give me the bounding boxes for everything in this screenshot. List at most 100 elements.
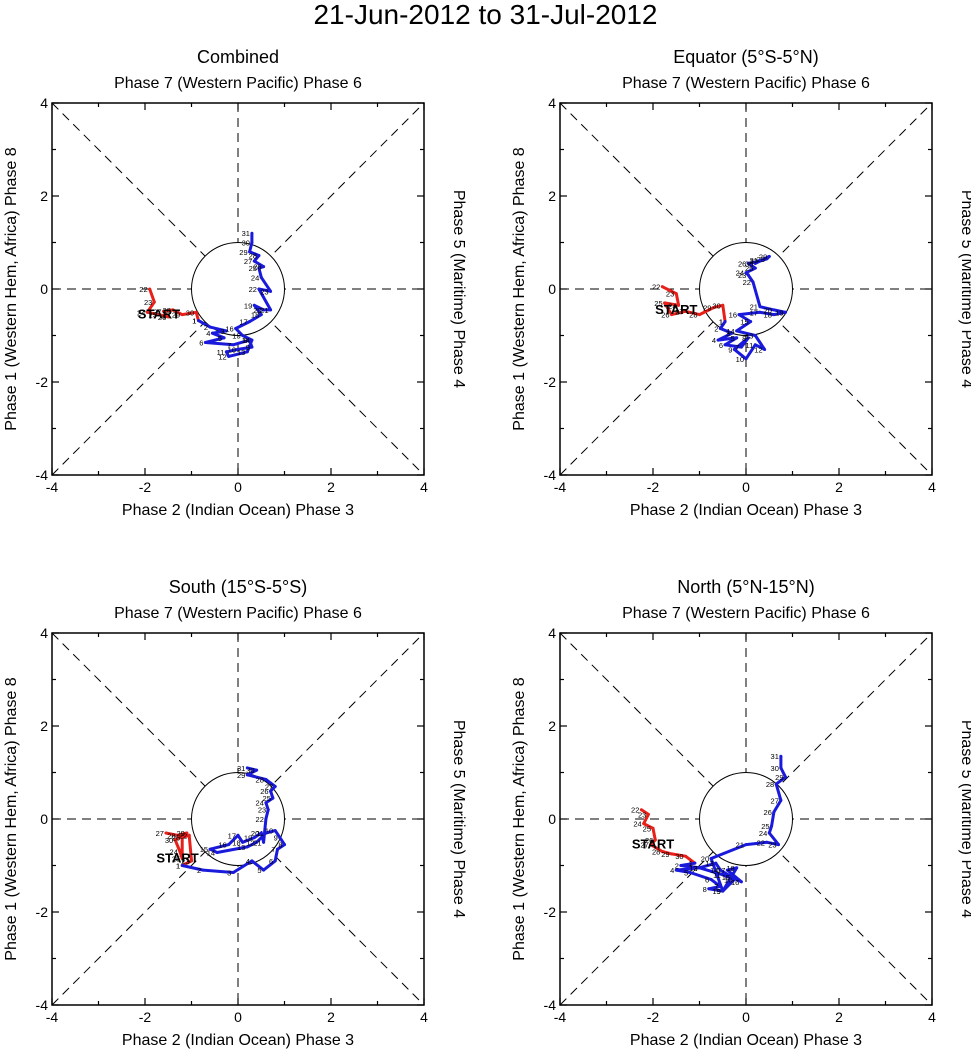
day-label: 23 bbox=[258, 806, 266, 815]
day-label: 1 bbox=[192, 317, 196, 326]
day-label: 12 bbox=[218, 352, 226, 361]
day-label: 24 bbox=[137, 308, 145, 317]
data-point-july bbox=[774, 782, 778, 786]
data-point-july bbox=[751, 280, 755, 284]
day-label: 5 bbox=[218, 334, 222, 343]
day-label: 31 bbox=[771, 752, 779, 761]
day-label: 21 bbox=[260, 306, 268, 315]
data-point-june bbox=[180, 313, 184, 317]
data-point-june bbox=[660, 850, 664, 854]
day-label: 17 bbox=[717, 866, 725, 875]
x-tick-label: -2 bbox=[139, 1009, 152, 1025]
day-label: 18 bbox=[726, 864, 734, 873]
x-tick-label: 2 bbox=[835, 479, 843, 495]
day-label: 19 bbox=[244, 301, 252, 310]
axis-label-right: Phase 5 (Maritime) Phase 4 bbox=[958, 190, 971, 388]
data-point-june bbox=[649, 843, 653, 847]
day-label: 26 bbox=[260, 787, 268, 796]
day-label: 29 bbox=[237, 771, 245, 780]
data-point-july bbox=[746, 336, 750, 340]
axis-label-left: Phase 1 (Western Hem, Africa) Phase 8 bbox=[511, 677, 528, 960]
series-line-june bbox=[145, 288, 200, 322]
unit-circle bbox=[699, 772, 793, 866]
x-tick-label: -4 bbox=[554, 479, 567, 495]
data-point-july bbox=[784, 775, 788, 779]
day-label: 30 bbox=[745, 259, 753, 268]
data-point-june bbox=[148, 287, 152, 291]
day-label: 3 bbox=[693, 864, 697, 873]
day-label: 21 bbox=[750, 303, 758, 312]
day-label: 25 bbox=[643, 824, 651, 833]
data-point-july bbox=[245, 773, 249, 777]
data-point-july bbox=[236, 347, 240, 351]
day-label: 29 bbox=[239, 248, 247, 257]
data-point-june bbox=[157, 313, 161, 317]
start-label: START bbox=[138, 307, 180, 322]
data-point-july bbox=[227, 354, 231, 358]
day-label: 27 bbox=[675, 307, 683, 316]
data-point-july bbox=[784, 310, 788, 314]
y-tick-label: 2 bbox=[548, 188, 556, 204]
panel-title: Combined bbox=[197, 47, 279, 67]
data-point-july bbox=[732, 347, 736, 351]
day-label: 15 bbox=[232, 332, 240, 341]
day-label: 12 bbox=[689, 864, 697, 873]
data-point-july bbox=[255, 768, 259, 772]
panel-title: North (5°N-15°N) bbox=[677, 577, 814, 597]
day-label: 18 bbox=[764, 311, 772, 320]
y-tick-label: 4 bbox=[548, 625, 556, 641]
day-label: 23 bbox=[144, 298, 152, 307]
day-label: 24 bbox=[759, 829, 767, 838]
data-point-june bbox=[670, 313, 674, 317]
data-point-june bbox=[698, 313, 701, 317]
day-label: 30 bbox=[246, 766, 254, 775]
data-point-july bbox=[273, 829, 277, 833]
day-label: 22 bbox=[652, 283, 660, 292]
day-label: 25 bbox=[761, 822, 769, 831]
day-label: 30 bbox=[165, 836, 173, 845]
data-point-june bbox=[663, 301, 667, 305]
day-label: 15 bbox=[722, 873, 730, 882]
y-tick-label: -2 bbox=[544, 374, 557, 390]
data-point-june bbox=[639, 808, 643, 812]
data-point-july bbox=[744, 357, 748, 361]
day-label: 7 bbox=[271, 845, 275, 854]
y-tick-label: -4 bbox=[544, 997, 557, 1013]
start-label: START bbox=[632, 837, 674, 852]
data-point-july bbox=[245, 350, 249, 354]
data-point-june bbox=[145, 310, 149, 314]
day-label: 25 bbox=[263, 794, 271, 803]
x-tick-label: -2 bbox=[647, 1009, 660, 1025]
data-point-july bbox=[264, 777, 268, 781]
day-label: 7 bbox=[714, 882, 718, 891]
data-point-july bbox=[231, 870, 235, 874]
data-point-july bbox=[264, 801, 268, 805]
data-point-june bbox=[180, 857, 184, 861]
day-label: 23 bbox=[260, 287, 268, 296]
day-label: 28 bbox=[689, 311, 697, 320]
data-point-july bbox=[245, 845, 249, 849]
data-point-july bbox=[262, 840, 266, 844]
data-point-june bbox=[674, 292, 678, 296]
day-label: 16 bbox=[225, 325, 233, 334]
day-label: 25 bbox=[249, 264, 257, 273]
day-label: 16 bbox=[729, 311, 737, 320]
day-label: 24 bbox=[668, 301, 676, 310]
x-tick-label: 2 bbox=[835, 1009, 843, 1025]
day-label: 7 bbox=[227, 341, 231, 350]
data-point-july bbox=[744, 271, 748, 275]
data-point-july bbox=[273, 859, 277, 863]
data-point-july bbox=[262, 308, 266, 312]
day-label: 12 bbox=[754, 345, 762, 354]
x-tick-label: 4 bbox=[420, 1009, 428, 1025]
day-label: 30 bbox=[712, 301, 720, 310]
day-label: 27 bbox=[244, 257, 252, 266]
data-point-june bbox=[176, 833, 180, 837]
series-line-june bbox=[661, 285, 727, 322]
day-label: 9 bbox=[728, 345, 732, 354]
day-label: 3 bbox=[220, 327, 224, 336]
data-point-july bbox=[259, 313, 263, 317]
day-label: 26 bbox=[253, 263, 261, 272]
